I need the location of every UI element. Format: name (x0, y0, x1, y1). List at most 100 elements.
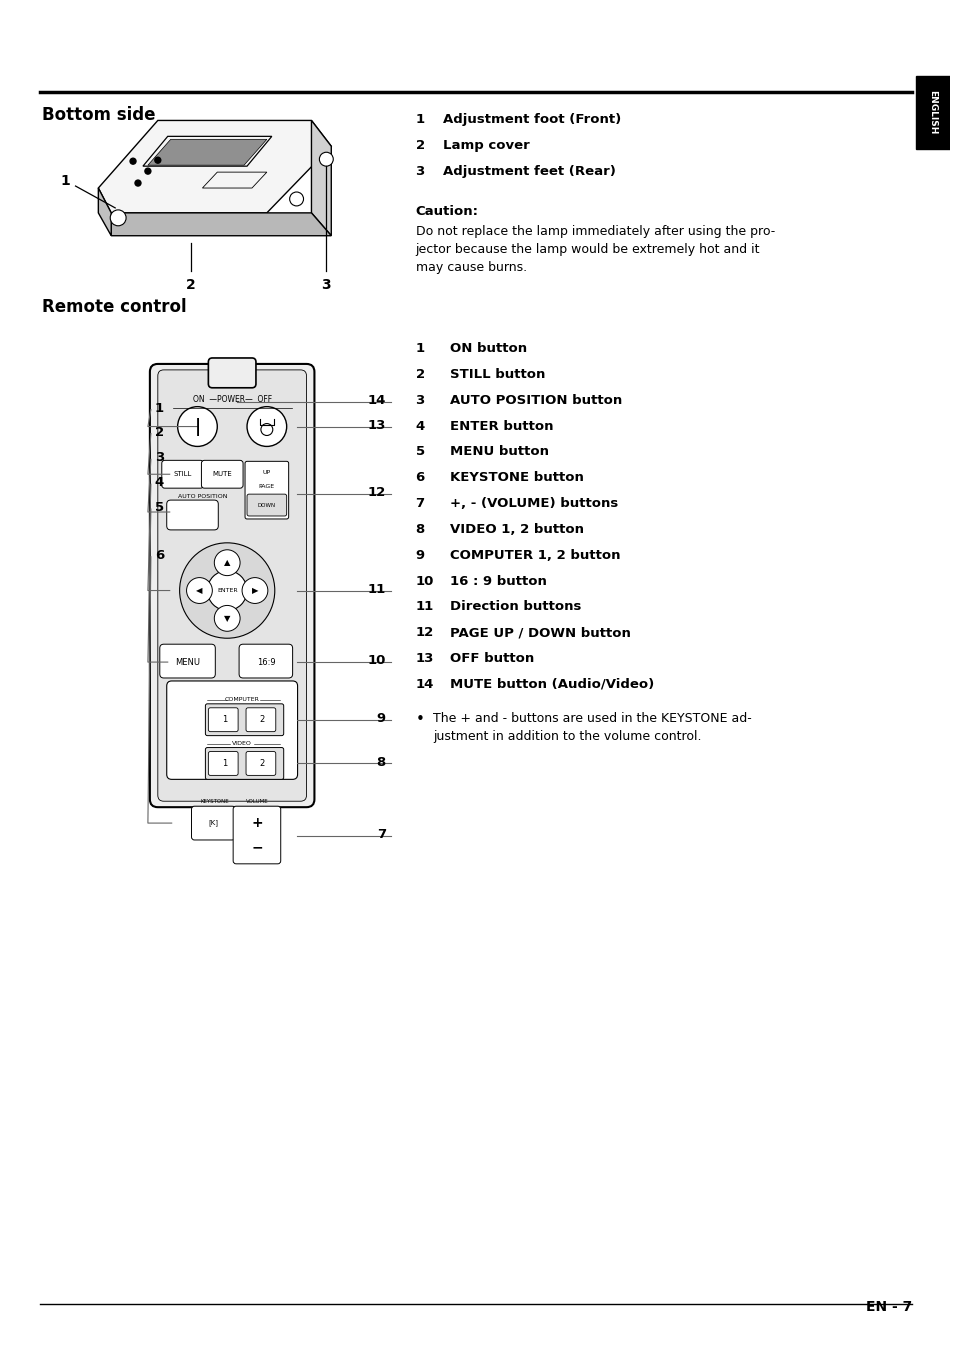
Text: 4: 4 (154, 477, 164, 489)
Bar (915, 76, 949, 149)
Text: 8: 8 (376, 755, 385, 769)
Circle shape (111, 209, 126, 226)
FancyBboxPatch shape (245, 461, 289, 519)
FancyBboxPatch shape (167, 681, 297, 780)
FancyBboxPatch shape (192, 807, 234, 840)
FancyBboxPatch shape (246, 708, 275, 732)
Text: EN - 7: EN - 7 (865, 1300, 911, 1315)
Text: 7: 7 (376, 828, 385, 842)
Text: ENTER button: ENTER button (450, 420, 553, 432)
FancyBboxPatch shape (205, 704, 283, 736)
Text: 4: 4 (416, 420, 424, 432)
Text: MENU: MENU (174, 658, 200, 666)
FancyBboxPatch shape (233, 807, 280, 863)
Text: 14: 14 (367, 393, 385, 407)
Circle shape (214, 550, 240, 576)
Text: 9: 9 (416, 549, 424, 562)
Text: ▶: ▶ (252, 586, 258, 594)
Text: 1: 1 (221, 759, 227, 767)
FancyBboxPatch shape (208, 358, 255, 388)
FancyBboxPatch shape (157, 370, 306, 801)
Text: Bottom side: Bottom side (42, 105, 155, 123)
Polygon shape (98, 120, 331, 213)
Text: KEYSTONE button: KEYSTONE button (450, 471, 583, 484)
Text: 2: 2 (259, 759, 264, 767)
Text: ▼: ▼ (224, 613, 231, 623)
Text: 2: 2 (154, 426, 164, 439)
Circle shape (242, 578, 268, 604)
Circle shape (290, 192, 303, 205)
Polygon shape (98, 188, 112, 235)
Text: ▲: ▲ (224, 558, 231, 567)
Text: 14: 14 (416, 678, 434, 690)
Circle shape (177, 407, 217, 446)
Text: Adjustment foot (Front): Adjustment foot (Front) (443, 113, 621, 127)
Text: 13: 13 (416, 653, 434, 665)
Text: |: | (194, 417, 200, 435)
Text: STILL: STILL (173, 471, 192, 477)
Circle shape (130, 158, 136, 165)
FancyBboxPatch shape (201, 461, 243, 488)
Text: VIDEO: VIDEO (232, 742, 252, 746)
Text: •: • (416, 712, 424, 727)
Text: ON  —POWER—  OFF: ON —POWER— OFF (193, 396, 272, 404)
Text: 1: 1 (221, 715, 227, 724)
Text: 1: 1 (61, 174, 71, 188)
Text: 12: 12 (367, 486, 385, 499)
Text: PAGE: PAGE (258, 484, 274, 489)
Text: ENTER: ENTER (216, 588, 237, 593)
Text: +, - (VOLUME) buttons: +, - (VOLUME) buttons (450, 497, 618, 511)
Text: MUTE: MUTE (213, 471, 232, 477)
FancyBboxPatch shape (208, 708, 238, 732)
Text: 7: 7 (416, 497, 424, 511)
Text: 11: 11 (416, 600, 434, 613)
Text: 10: 10 (416, 574, 434, 588)
FancyBboxPatch shape (208, 751, 238, 775)
Circle shape (179, 543, 274, 638)
Text: PAGE UP / DOWN button: PAGE UP / DOWN button (450, 627, 631, 639)
Text: Direction buttons: Direction buttons (450, 600, 581, 613)
Circle shape (214, 605, 240, 631)
Text: UP: UP (262, 470, 271, 474)
Circle shape (135, 180, 141, 186)
Text: ◀: ◀ (196, 586, 202, 594)
Text: Adjustment feet (Rear): Adjustment feet (Rear) (443, 165, 616, 178)
Text: justment in addition to the volume control.: justment in addition to the volume contr… (433, 730, 701, 743)
Text: The + and - buttons are used in the KEYSTONE ad-: The + and - buttons are used in the KEYS… (433, 712, 751, 724)
Text: 12: 12 (416, 627, 434, 639)
FancyBboxPatch shape (150, 363, 314, 807)
Text: 6: 6 (154, 549, 164, 562)
Circle shape (207, 570, 247, 611)
FancyBboxPatch shape (247, 494, 287, 516)
Text: 3: 3 (416, 165, 424, 178)
Text: VIDEO 1, 2 button: VIDEO 1, 2 button (450, 523, 583, 536)
Text: 1: 1 (416, 113, 424, 127)
Text: 1: 1 (416, 342, 424, 355)
Circle shape (145, 168, 151, 174)
Text: 5: 5 (154, 501, 164, 515)
Polygon shape (148, 139, 267, 165)
Circle shape (319, 153, 333, 166)
Text: MUTE button (Audio/Video): MUTE button (Audio/Video) (450, 678, 654, 690)
Circle shape (260, 424, 273, 435)
Circle shape (187, 578, 213, 604)
Text: MENU button: MENU button (450, 446, 549, 458)
Text: Do not replace the lamp immediately after using the pro-
jector because the lamp: Do not replace the lamp immediately afte… (416, 224, 774, 274)
Text: Lamp cover: Lamp cover (443, 139, 530, 153)
Text: −: − (251, 840, 262, 854)
Text: 16 : 9 button: 16 : 9 button (450, 574, 546, 588)
Text: COMPUTER: COMPUTER (224, 697, 259, 703)
Text: 5: 5 (416, 446, 424, 458)
Text: OFF button: OFF button (450, 653, 534, 665)
FancyBboxPatch shape (239, 644, 293, 678)
Text: 10: 10 (367, 654, 385, 667)
Text: 9: 9 (376, 712, 385, 724)
Text: DOWN: DOWN (257, 503, 275, 508)
Text: COMPUTER 1, 2 button: COMPUTER 1, 2 button (450, 549, 620, 562)
Text: 2: 2 (416, 367, 424, 381)
FancyBboxPatch shape (167, 500, 218, 530)
Text: 3: 3 (154, 451, 164, 465)
FancyBboxPatch shape (246, 751, 275, 775)
Text: VOLUME: VOLUME (245, 798, 268, 804)
Text: 2: 2 (259, 715, 264, 724)
